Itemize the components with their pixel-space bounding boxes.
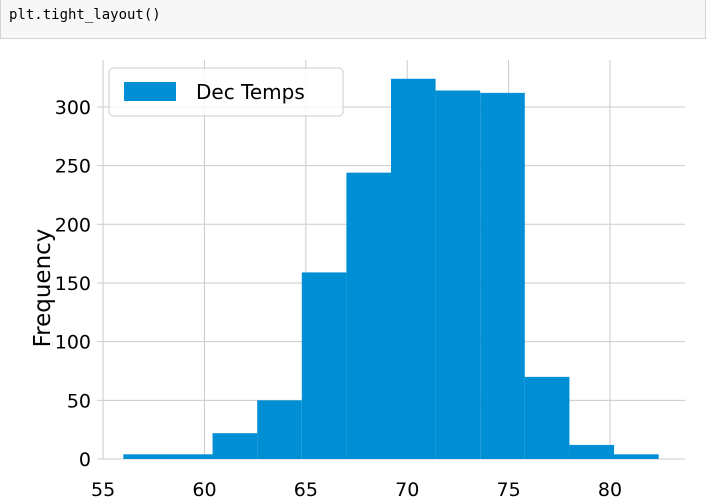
histogram-bars <box>123 78 659 460</box>
histogram-bar <box>435 90 481 459</box>
histogram-bar <box>391 78 436 459</box>
histogram-bar <box>167 454 213 459</box>
y-tick-label: 100 <box>55 332 91 354</box>
y-axis-label: Frequency <box>30 229 56 348</box>
histogram-bar <box>480 92 525 459</box>
y-tick-label: 300 <box>55 97 91 119</box>
histogram-bar <box>301 272 347 459</box>
x-tick-label: 60 <box>192 479 216 501</box>
histogram-bar <box>257 400 302 459</box>
x-tick-label: 70 <box>395 479 419 501</box>
code-cell[interactable]: plt.tight_layout() <box>0 0 706 39</box>
y-tick-label: 50 <box>67 390 91 412</box>
x-tick-label: 65 <box>294 479 318 501</box>
histogram-bar <box>212 433 258 459</box>
x-tick-label: 80 <box>598 479 622 501</box>
legend-box <box>108 67 344 117</box>
y-tick-label: 250 <box>55 156 91 178</box>
histogram-bar <box>123 454 168 459</box>
histogram-bar <box>569 444 615 459</box>
histogram-bar <box>524 376 570 459</box>
x-tick-label: 75 <box>497 479 521 501</box>
histogram-bar <box>614 454 659 459</box>
tick-labels: 55 60 65 70 75 80 0 50 100 150 200 250 300 <box>55 97 622 501</box>
histogram-bar <box>346 172 391 460</box>
legend: Dec Temps <box>108 67 344 117</box>
x-tick-label: 55 <box>91 479 115 501</box>
output-area: 55 60 65 70 75 80 0 50 100 150 200 250 300 Frequency… <box>0 39 708 504</box>
histogram-chart: 55 60 65 70 75 80 0 50 100 150 200 250 300 Frequency… <box>30 60 685 501</box>
y-tick-label: 150 <box>55 273 91 295</box>
y-tick-label: 200 <box>55 214 91 236</box>
legend-swatch <box>124 82 176 101</box>
y-tick-label: 0 <box>79 449 91 471</box>
code-line: plt.tight_layout() <box>9 7 161 23</box>
legend-label: Dec Temps <box>196 80 305 104</box>
